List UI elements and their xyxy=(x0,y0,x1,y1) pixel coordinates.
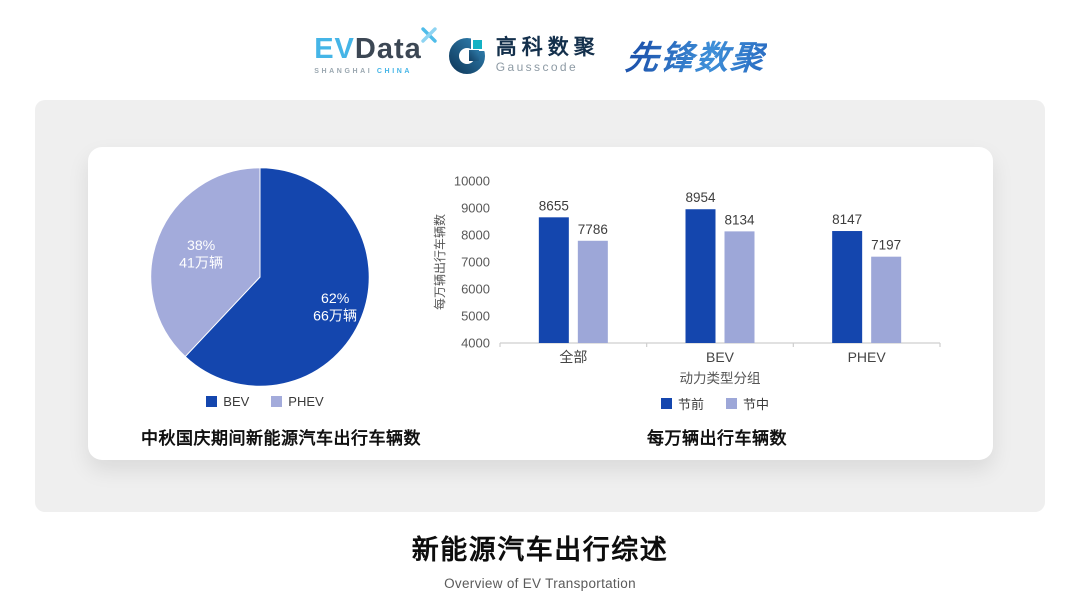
svg-text:8147: 8147 xyxy=(832,212,862,227)
phev-legend-swatch xyxy=(271,396,283,407)
gausscode-en-text: Gausscode xyxy=(495,60,579,75)
svg-text:6000: 6000 xyxy=(461,282,490,297)
svg-text:全部: 全部 xyxy=(559,349,587,365)
pinwheel-x-icon xyxy=(421,27,437,43)
bar-chart: 4000 5000 6000 7000 8000 9000 10000 每万辆出行车辆数 865… xyxy=(432,174,941,385)
pie-legend-item-phev: PHEV xyxy=(271,394,324,409)
svg-text:5000: 5000 xyxy=(461,309,490,324)
svg-text:7197: 7197 xyxy=(871,238,901,253)
svg-text:8655: 8655 xyxy=(539,198,569,213)
svg-text:7786: 7786 xyxy=(578,222,608,237)
svg-text:9000: 9000 xyxy=(461,201,490,216)
svg-text:7000: 7000 xyxy=(461,255,490,270)
bar-legend-item-pre: 节前 xyxy=(660,394,704,413)
mid-holiday-legend-swatch xyxy=(726,398,737,409)
gausscode-g-icon xyxy=(448,35,488,74)
svg-text:38%41万辆: 38% 41万辆 xyxy=(179,237,223,271)
content-panel: 62% 66万辆 38% 41万辆 BEV PHEV 中秋国庆期间新能源汽车出行车辆数… xyxy=(35,100,1045,512)
evdata-ev-text: EV xyxy=(314,33,355,65)
evdata-wordmark: EV Data xyxy=(314,27,437,65)
bar-legend-item-mid: 节中 xyxy=(726,394,769,413)
svg-text:10000: 10000 xyxy=(454,174,490,189)
svg-text:动力类型分组: 动力类型分组 xyxy=(680,371,761,385)
svg-text:8954: 8954 xyxy=(685,190,716,205)
svg-text:8000: 8000 xyxy=(461,228,490,243)
header-logos: EV Data SHANGHAI CHINA xyxy=(0,20,1080,90)
svg-text:62%66万辆: 62% 66万辆 xyxy=(313,290,357,324)
gausscode-text: 高科数聚 Gausscode xyxy=(496,36,600,74)
svg-text:8134: 8134 xyxy=(724,212,755,227)
svg-text:PHEV: PHEV xyxy=(848,349,887,365)
svg-text:4000: 4000 xyxy=(461,336,490,351)
bar-chart-title: 每万辆出行车辆数 xyxy=(647,429,787,448)
footer: 新能源汽车出行综述 Overview of EV Transportation xyxy=(0,528,1080,591)
phev-legend-label: PHEV xyxy=(288,394,324,409)
gausscode-cn-text: 高科数聚 xyxy=(495,35,600,59)
charts-card: 62% 66万辆 38% 41万辆 BEV PHEV 中秋国庆期间新能源汽车出行车辆数… xyxy=(88,147,993,460)
page-title: 新能源汽车出行综述 xyxy=(411,535,669,565)
pioneer-logo: 先锋数聚 xyxy=(623,31,768,79)
pie-chart: 62% 66万辆 38% 41万辆 xyxy=(150,167,370,387)
svg-text:BEV: BEV xyxy=(706,349,735,365)
pre-holiday-legend-label: 节前 xyxy=(677,397,704,412)
page-subtitle: Overview of EV Transportation xyxy=(444,576,636,591)
evdata-china-text: CHINA xyxy=(376,68,413,75)
mid-holiday-legend-label: 节中 xyxy=(743,397,770,412)
evdata-subtitle: SHANGHAI CHINA xyxy=(314,68,412,75)
pre-holiday-legend-swatch xyxy=(660,398,672,409)
pie-legend: BEV PHEV xyxy=(125,394,405,409)
bev-legend-swatch xyxy=(206,396,218,407)
svg-text:每万辆出行车辆数: 每万辆出行车辆数 xyxy=(432,214,447,310)
pie-legend-item-bev: BEV xyxy=(206,394,249,409)
bev-legend-label: BEV xyxy=(223,394,250,409)
evdata-data-text: Data xyxy=(354,33,422,65)
bar-legend: 节前 节中 xyxy=(450,394,980,413)
evdata-logo: EV Data SHANGHAI CHINA xyxy=(314,27,437,75)
gausscode-logo: 高科数聚 Gausscode xyxy=(448,35,600,75)
evdata-shanghai-text: SHANGHAI xyxy=(314,68,373,75)
pie-chart-title: 中秋国庆期间新能源汽车出行车辆数 xyxy=(141,429,421,448)
